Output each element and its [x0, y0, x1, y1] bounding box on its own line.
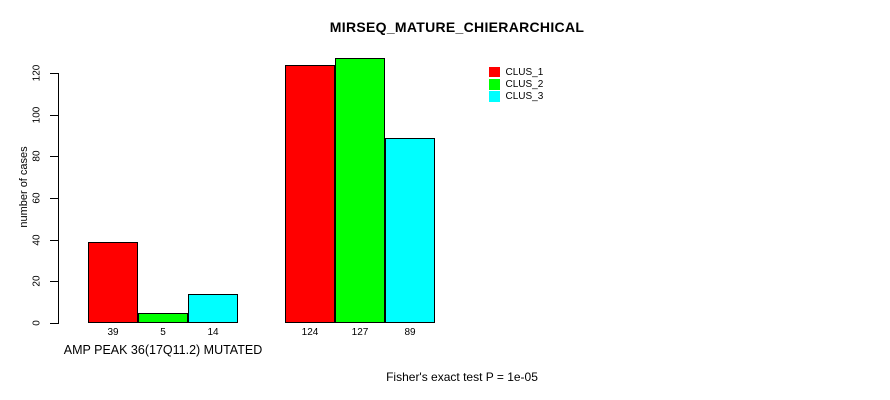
legend-label-clus_2: CLUS_2 — [505, 78, 544, 90]
clus_1-swatch-icon — [489, 66, 500, 78]
chart-title: MIRSEQ_MATURE_CHIERARCHICAL — [329, 19, 585, 35]
bar-value-label: 89 — [404, 327, 416, 338]
clus_3-swatch-icon — [489, 91, 500, 102]
y-tick-label: 20 — [31, 275, 43, 287]
y-tick-mark — [50, 281, 58, 282]
legend-item-clus_2: CLUS_2 — [489, 78, 543, 90]
bar-clus_1-group1 — [88, 242, 138, 323]
legend-label-clus_1: CLUS_1 — [505, 66, 544, 78]
fisher-test-annotation: Fisher's exact test P = 1e-05 — [386, 370, 538, 384]
bar-clus_3-group2 — [385, 138, 435, 323]
bar-value-label: 127 — [351, 327, 369, 338]
y-tick-label: 60 — [31, 192, 43, 204]
bar-value-label: 14 — [207, 327, 219, 338]
bar-value-label: 124 — [301, 327, 319, 338]
y-tick-mark — [50, 323, 58, 324]
y-tick-label: 120 — [31, 64, 43, 82]
clus_2-swatch-icon — [489, 79, 500, 90]
y-tick-mark — [50, 156, 58, 157]
y-tick-mark — [50, 73, 58, 74]
legend-label-clus_3: CLUS_3 — [505, 91, 544, 103]
y-tick-mark — [50, 198, 58, 199]
bar-clus_3-group1 — [188, 294, 238, 323]
x-group-label: AMP PEAK 36(17Q11.2) MUTATED — [63, 343, 263, 357]
bar-clus_2-group2 — [335, 58, 385, 323]
bar-value-label: 5 — [160, 327, 166, 338]
bar-value-label: 39 — [107, 327, 119, 338]
bar-clus_2-group1 — [138, 313, 188, 323]
y-tick-mark — [50, 240, 58, 241]
y-axis-line — [58, 73, 59, 324]
y-tick-label: 80 — [31, 150, 43, 162]
y-tick-label: 0 — [31, 320, 43, 326]
y-tick-label: 100 — [31, 106, 43, 124]
y-axis-title: number of cases — [18, 146, 30, 228]
legend-item-clus_3: CLUS_3 — [489, 91, 543, 103]
y-tick-mark — [50, 115, 58, 116]
bar-clus_1-group2 — [285, 65, 335, 323]
y-tick-label: 40 — [31, 234, 43, 246]
legend-item-clus_1: CLUS_1 — [489, 66, 543, 78]
